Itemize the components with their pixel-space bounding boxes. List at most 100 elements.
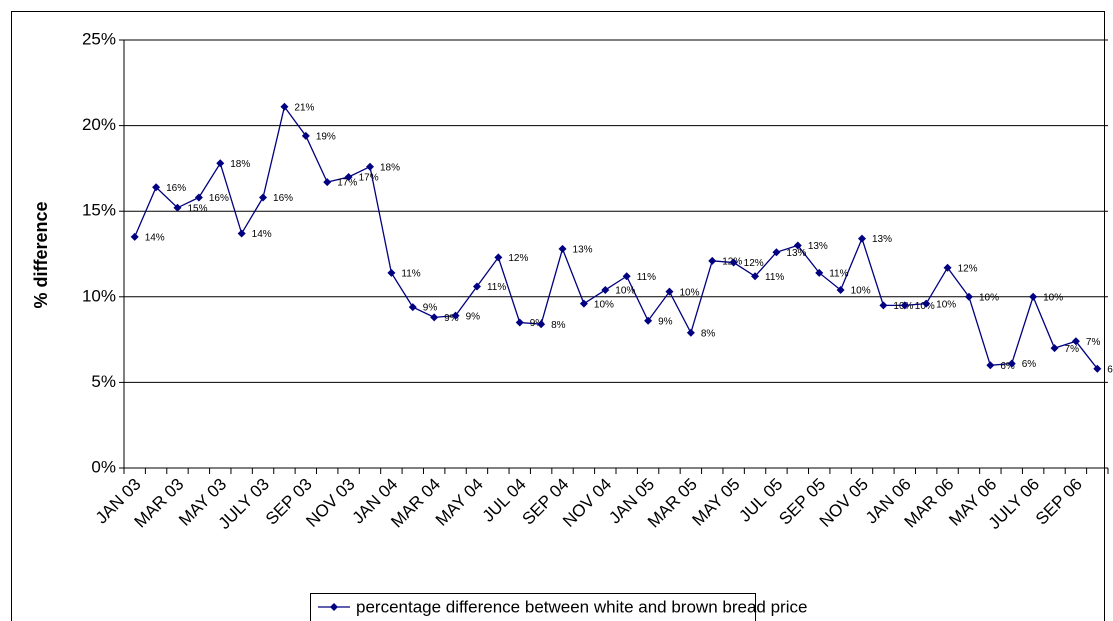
data-point: [1071, 337, 1080, 346]
data-label: 6%: [1000, 361, 1015, 372]
data-point: [686, 328, 695, 337]
data-point: [579, 299, 588, 308]
data-label: 7%: [1065, 344, 1080, 355]
y-tick-label: 0%: [91, 457, 116, 476]
data-point: [858, 234, 866, 243]
data-point: [729, 258, 738, 267]
data-label: 9%: [423, 303, 438, 314]
data-point: [494, 253, 503, 262]
data-point: [622, 272, 631, 281]
data-point: [1093, 364, 1102, 373]
data-point: [644, 316, 653, 325]
data-point: [836, 285, 845, 294]
data-label: 13%: [573, 245, 593, 256]
data-label: 9%: [466, 311, 481, 322]
data-label: 6%: [1022, 359, 1037, 370]
data-label: 10%: [979, 292, 999, 303]
data-label: 11%: [487, 282, 506, 293]
data-point: [772, 248, 781, 257]
legend-label: percentage difference between white and …: [356, 597, 807, 616]
data-point: [301, 131, 310, 140]
data-point: [943, 263, 952, 272]
data-point: [558, 244, 567, 253]
data-point: [344, 172, 353, 181]
data-label: 10%: [915, 301, 935, 312]
data-point: [472, 282, 481, 291]
data-label: 16%: [166, 183, 186, 194]
data-label: 9%: [444, 313, 459, 324]
data-label: 11%: [401, 268, 420, 279]
data-point: [1029, 292, 1038, 301]
data-point: [237, 229, 246, 238]
data-point: [815, 268, 824, 277]
data-label: 12%: [958, 263, 978, 274]
data-point: [387, 268, 396, 277]
data-label: 11%: [637, 272, 656, 283]
data-point: [366, 162, 374, 171]
data-point: [408, 303, 417, 312]
data-label: 12%: [508, 253, 528, 264]
data-point: [451, 311, 460, 320]
data-label: 10%: [851, 286, 871, 297]
y-tick-label: 20%: [82, 115, 116, 134]
data-label: 19%: [316, 132, 336, 143]
data-label: 6%: [1107, 364, 1113, 375]
data-label: 9%: [530, 318, 545, 329]
data-label: 21%: [294, 102, 314, 113]
data-label: 13%: [808, 241, 828, 252]
data-point: [194, 193, 203, 202]
y-tick-label: 5%: [91, 372, 116, 391]
y-tick-label: 15%: [82, 201, 116, 220]
data-point: [900, 301, 909, 310]
data-label: 10%: [615, 286, 635, 297]
data-label: 10%: [1043, 292, 1063, 303]
data-label: 16%: [273, 193, 293, 204]
data-label: 9%: [658, 316, 673, 327]
data-point: [430, 313, 439, 322]
data-point: [1007, 359, 1016, 368]
data-label: 10%: [594, 299, 614, 310]
y-tick-label: 10%: [82, 286, 116, 305]
data-label: 14%: [145, 233, 165, 244]
data-point: [259, 193, 268, 202]
data-label: 16%: [209, 193, 229, 204]
data-label: 14%: [252, 229, 272, 240]
data-label: 18%: [380, 162, 400, 173]
data-point: [280, 102, 289, 111]
data-point: [986, 361, 995, 370]
data-point: [216, 159, 225, 168]
data-point: [1050, 344, 1059, 353]
data-label: 15%: [187, 203, 207, 214]
data-point: [537, 320, 546, 329]
data-point: [173, 203, 182, 212]
data-point: [601, 285, 610, 294]
data-point: [665, 287, 674, 296]
x-tick-label: NOV 05: [816, 475, 872, 531]
data-point: [964, 292, 973, 301]
data-point: [323, 178, 332, 187]
legend-marker: [330, 603, 338, 611]
x-tick-label: MAY 04: [432, 475, 487, 530]
data-label: 13%: [786, 248, 806, 259]
data-point: [793, 241, 802, 250]
y-tick-label: 25%: [82, 29, 116, 48]
data-point: [130, 232, 139, 241]
data-label: 7%: [1086, 337, 1101, 348]
data-point: [922, 299, 931, 308]
series-line: [134, 105, 1098, 370]
data-label: 11%: [765, 272, 784, 283]
data-point: [708, 256, 717, 265]
x-tick-label: NOV 04: [559, 475, 615, 531]
x-tick-label: NOV 03: [302, 475, 358, 531]
data-label: 18%: [230, 159, 250, 170]
data-label: 8%: [701, 328, 716, 339]
data-label: 10%: [936, 299, 956, 310]
data-label: 10%: [679, 287, 699, 298]
x-tick-label: SEP 06: [1032, 475, 1086, 529]
data-label: 17%: [337, 178, 357, 189]
data-point: [515, 318, 524, 327]
x-tick-label: MAY 05: [689, 475, 744, 530]
data-label: 12%: [744, 258, 764, 269]
data-point: [152, 183, 161, 192]
